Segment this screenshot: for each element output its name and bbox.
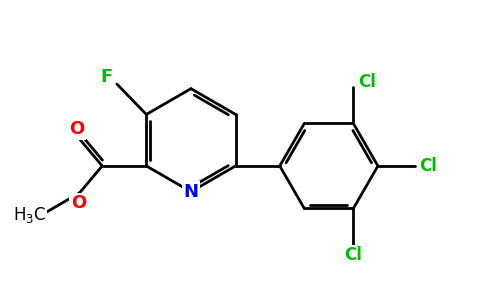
Text: F: F <box>100 68 112 85</box>
Text: O: O <box>71 194 86 212</box>
Text: Cl: Cl <box>358 73 376 91</box>
Text: Cl: Cl <box>345 246 363 264</box>
Text: O: O <box>69 120 85 138</box>
Text: H$_3$C: H$_3$C <box>13 205 46 225</box>
Text: Cl: Cl <box>420 157 438 175</box>
Text: N: N <box>183 183 198 201</box>
